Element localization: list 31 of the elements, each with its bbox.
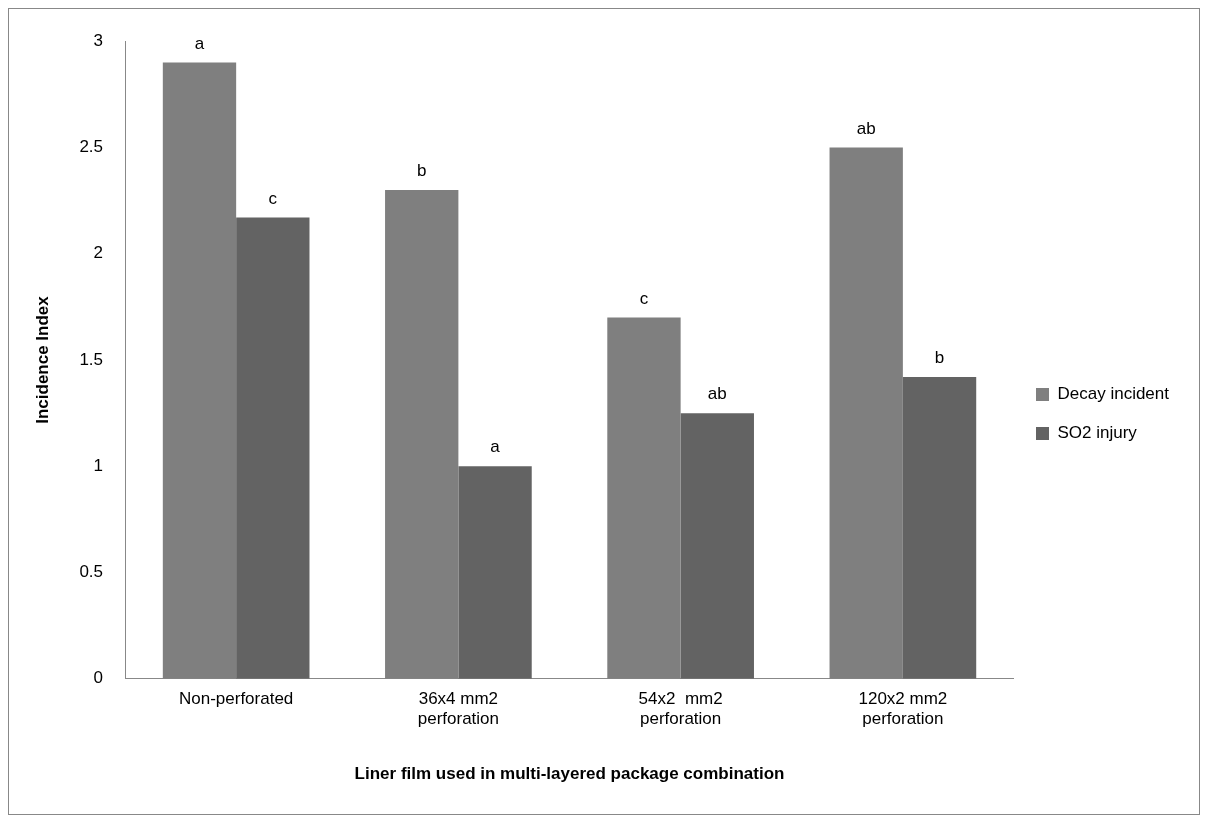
x-tick-label: 36x4 mm2 perforation bbox=[417, 688, 500, 729]
legend-label: SO2 injury bbox=[1057, 423, 1138, 443]
y-tick-label: 0 bbox=[93, 668, 104, 688]
bar bbox=[236, 217, 310, 679]
y-tick-label: 2.5 bbox=[79, 137, 104, 157]
data-label: a bbox=[490, 437, 501, 457]
data-label: ab bbox=[707, 384, 727, 404]
data-label: b bbox=[416, 161, 427, 181]
y-axis-title: Incidence Index bbox=[32, 295, 52, 424]
bar bbox=[162, 62, 237, 679]
data-label: c bbox=[639, 288, 649, 308]
data-label: a bbox=[194, 33, 205, 53]
x-tick-label: Non-perforated bbox=[178, 688, 294, 708]
data-label: b bbox=[934, 348, 945, 368]
x-tick-label: 120x2 mm2 perforation bbox=[858, 688, 948, 729]
bar bbox=[902, 377, 977, 679]
x-tick-label: 54x2 mm2 perforation bbox=[638, 688, 723, 729]
y-tick-label: 1 bbox=[93, 455, 104, 475]
bar bbox=[607, 317, 681, 679]
legend-label: Decay incident bbox=[1057, 384, 1170, 404]
bar bbox=[385, 189, 459, 679]
y-tick-label: 1.5 bbox=[79, 349, 104, 369]
bar bbox=[829, 147, 903, 679]
y-tick-label: 3 bbox=[93, 30, 104, 50]
data-label: ab bbox=[856, 118, 876, 138]
bar bbox=[680, 413, 754, 679]
y-tick-label: 0.5 bbox=[79, 562, 104, 582]
x-axis-title: Liner film used in multi-layered package combination bbox=[354, 764, 785, 784]
y-tick-label: 2 bbox=[93, 243, 104, 263]
data-label: c bbox=[268, 188, 278, 208]
bar bbox=[458, 466, 532, 679]
